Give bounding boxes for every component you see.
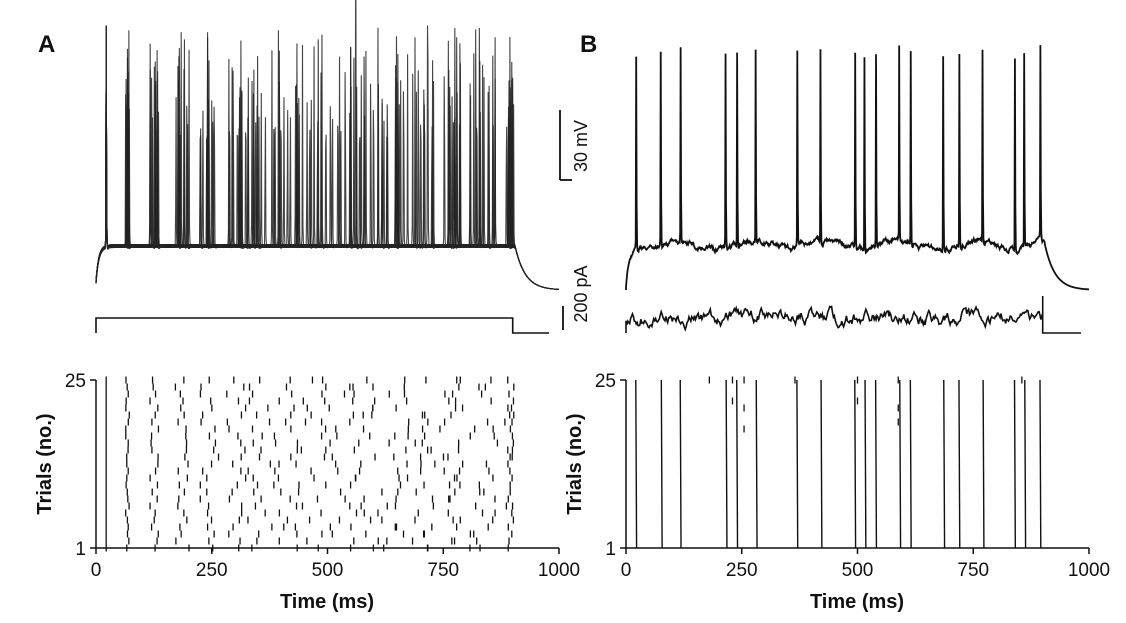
panel-b-raster-spike-column <box>796 379 799 549</box>
panel-b-raster-spike-column <box>820 379 823 549</box>
panel-b-stimulus-trace <box>625 296 1081 334</box>
panel-b-voltage-trace <box>625 45 1089 291</box>
current-scale-label: 200 pA <box>571 265 591 322</box>
panel-a-voltage-traces <box>95 0 559 290</box>
panel-b-x-tick-label: 0 <box>621 560 632 581</box>
scale-bars: 30 mV 200 pA <box>559 110 591 330</box>
panel-b-x-tick-label: 1000 <box>1068 560 1110 581</box>
panel-b-raster-spike-column <box>958 379 961 549</box>
panel-b-raster-spike-column <box>1039 379 1042 549</box>
panel-a-x-tick-label: 1000 <box>538 560 580 581</box>
panel-a-raster <box>105 376 515 552</box>
panel-a-y-tick-label: 1 <box>75 539 86 560</box>
panel-b-y-ticks: 1 25 <box>595 371 626 560</box>
panel-b-y-axis-title: Trials (no.) <box>564 413 586 514</box>
panel-b-raster <box>635 376 1042 549</box>
panel-a-x-tick-label: 750 <box>427 560 459 581</box>
panel-b-raster-spike-column <box>982 379 985 549</box>
panel-b-raster-spike-column <box>854 379 857 549</box>
panel-b-raster-spike-column <box>725 379 728 549</box>
panel-b-raster-spike-column <box>874 379 878 549</box>
panel-b-raster-spike-column <box>755 379 758 549</box>
panel-b-raster-spike-column <box>909 379 912 549</box>
panel-a-y-ticks: 1 25 <box>65 371 96 560</box>
voltage-scale-label: 30 mV <box>571 120 591 172</box>
panel-b-x-axis-title: Time (ms) <box>810 591 904 613</box>
panel-b-raster-spike-column <box>736 379 739 549</box>
panel-a-x-tick-label: 250 <box>196 560 228 581</box>
panel-b-raster-spike-column <box>660 379 663 549</box>
panel-b-y-tick-label: 1 <box>605 539 616 560</box>
panel-a-x-axis-title: Time (ms) <box>280 591 374 613</box>
panel-a: A 0 250 500 750 1000 1 25 Time (ms) Trials (n… <box>34 0 580 613</box>
panel-a-voltage-trace <box>95 26 559 290</box>
panel-b-x-tick-label: 500 <box>842 560 874 581</box>
panel-a-x-tick-label: 0 <box>91 560 102 581</box>
panel-a-label: A <box>38 31 55 58</box>
panel-b-raster-spike-column <box>1024 379 1027 549</box>
panel-a-y-axis-title: Trials (no.) <box>34 413 56 514</box>
panel-b: B 0 250 500 750 1000 1 25 Time (ms) Trials (n… <box>564 31 1110 613</box>
panel-a-x-tick-label: 500 <box>312 560 344 581</box>
panel-b-label: B <box>580 31 597 58</box>
panel-b-x-tick-label: 750 <box>957 560 989 581</box>
panel-b-x-tick-label: 250 <box>726 560 758 581</box>
panel-b-raster-spike-column <box>864 379 867 549</box>
panel-b-raster-spike-column <box>635 379 638 549</box>
panel-b-raster-spike-column <box>679 379 682 549</box>
panel-a-stimulus-trace <box>95 317 549 334</box>
panel-b-y-tick-label: 25 <box>595 371 616 392</box>
panel-b-x-ticks: 0 250 500 750 1000 <box>621 548 1110 581</box>
panel-b-raster-spike-column <box>899 379 902 549</box>
panel-b-raster-spike-column <box>943 379 946 549</box>
panel-a-x-ticks: 0 250 500 750 1000 <box>91 548 580 581</box>
panel-b-raster-spike-column <box>1013 379 1017 549</box>
panel-a-y-tick-label: 25 <box>65 371 86 392</box>
